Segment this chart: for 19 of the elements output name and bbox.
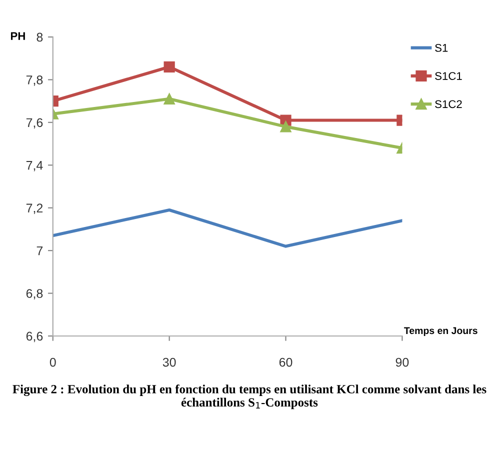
x-tick-label: 0	[50, 358, 56, 367]
y-tick-label: 7,4	[26, 161, 43, 172]
x-tick-label: 90	[396, 358, 409, 367]
legend-label: S1C2	[435, 100, 462, 108]
y-tick-label: 8	[36, 32, 43, 42]
legend-label: S1	[435, 44, 448, 52]
y-tick-label: 6,6	[26, 332, 43, 342]
y-tick-label: 7,8	[26, 76, 43, 86]
x-tick-label: 30	[162, 358, 176, 367]
y-tick-label: 7,2	[26, 204, 43, 214]
legend-label: S1C1	[435, 72, 462, 80]
x-axis-title: Temps en Jours	[404, 327, 478, 336]
y-tick-label: 7,6	[26, 118, 43, 129]
x-tick-label: 60	[279, 358, 292, 367]
y-axis-title: PH	[10, 32, 25, 40]
caption: Figure 2 : Evolution du pH en fonction du temps en utilisant KCl comme solvant dans les échantillons S$_{1}$-Composts	[12, 384, 486, 410]
line-series	[52, 208, 402, 248]
y-tick-label: 6,8	[26, 289, 43, 300]
y-tick-label: 7	[36, 246, 43, 256]
